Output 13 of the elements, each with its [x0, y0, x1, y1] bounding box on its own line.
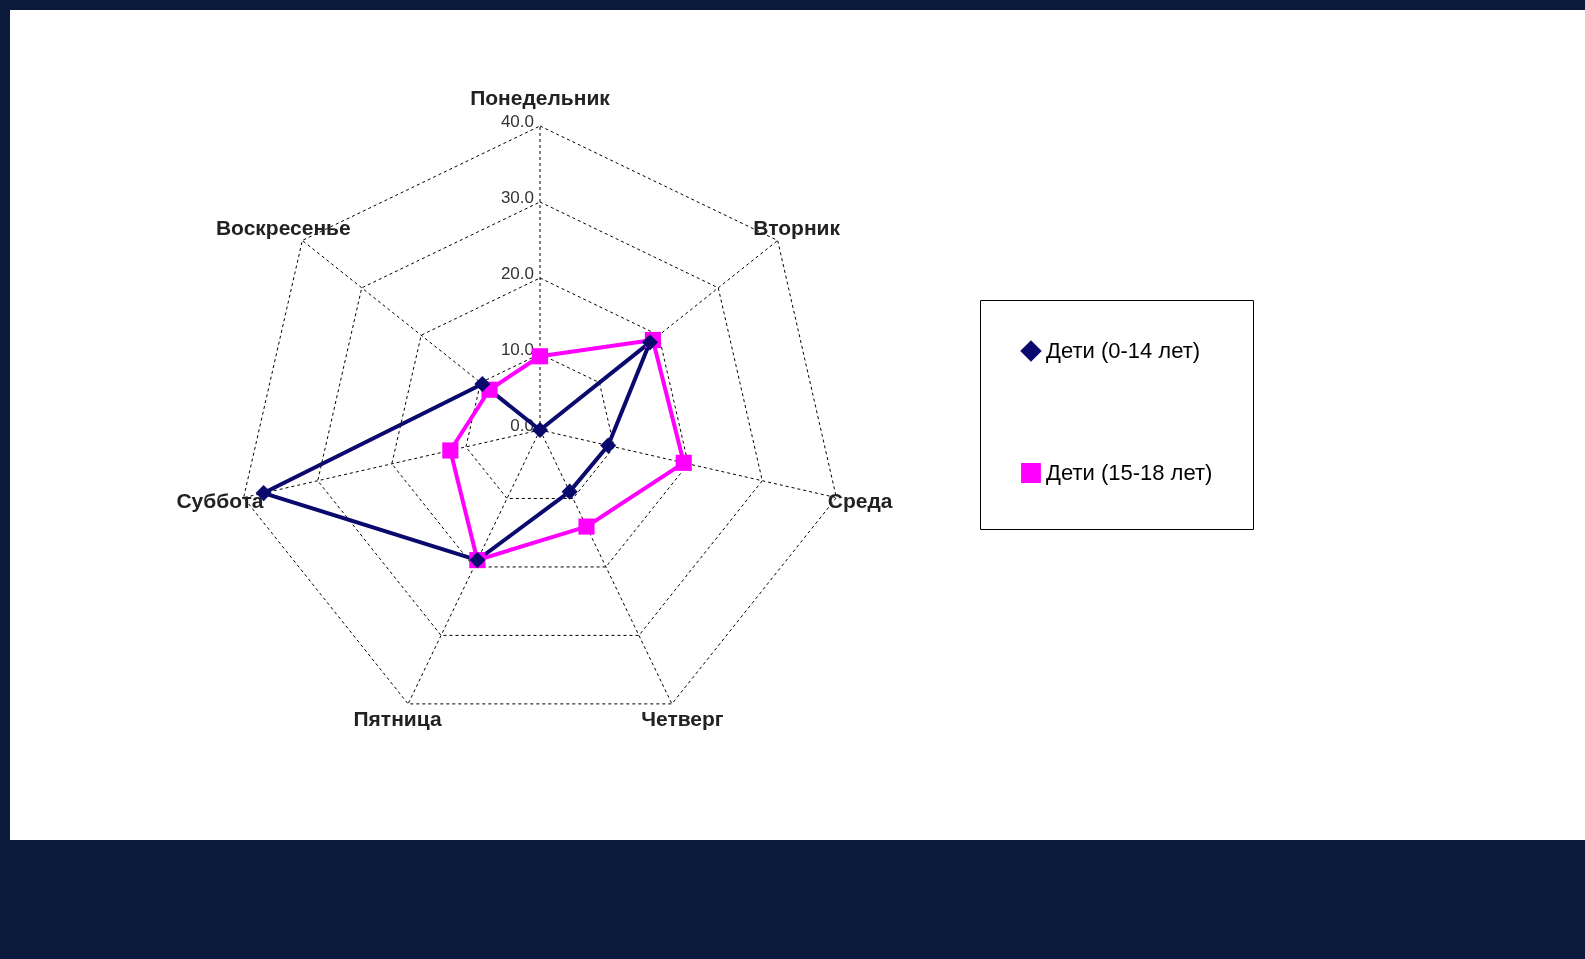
- spoke-label: Воскресенье: [215, 216, 351, 240]
- spoke-label: Суббота: [176, 488, 264, 512]
- y-tick-label: 40.0: [500, 112, 534, 131]
- spoke-label: Вторник: [753, 216, 841, 240]
- spoke-label: Четверг: [641, 707, 724, 731]
- legend-label: Дети (15-18 лет): [1046, 460, 1213, 485]
- spoke-label: Пятница: [353, 707, 442, 731]
- y-tick-label: 20.0: [500, 264, 534, 283]
- y-tick-label: 10.0: [500, 340, 534, 359]
- spoke-label: Понедельник: [470, 85, 611, 109]
- spoke-label: Среда: [827, 488, 893, 512]
- y-tick-label: 30.0: [500, 188, 534, 207]
- legend-label: Дети (0-14 лет): [1046, 338, 1201, 363]
